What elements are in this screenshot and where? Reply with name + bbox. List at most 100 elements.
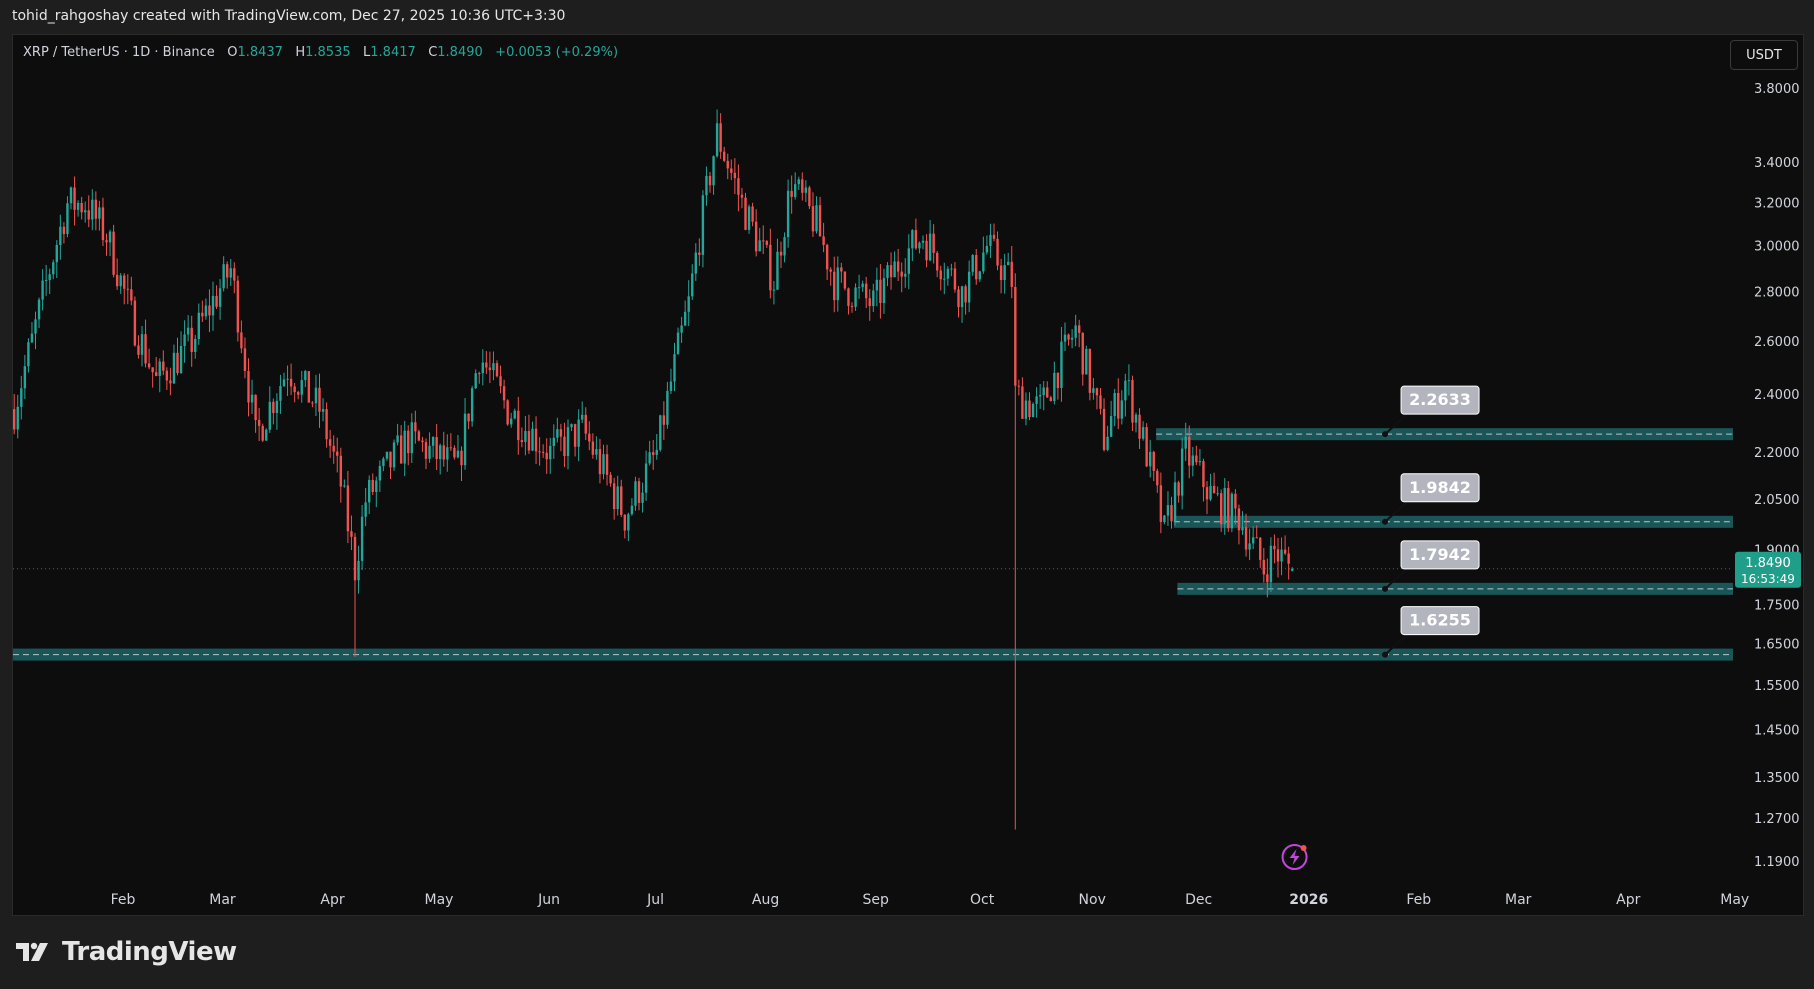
candle-body: [407, 430, 410, 454]
candle-body: [1152, 451, 1155, 471]
candle-body: [155, 372, 158, 376]
candle-body: [840, 267, 843, 272]
candle-body: [1287, 553, 1290, 564]
callout-leader: [1384, 501, 1408, 523]
candle-body: [556, 429, 559, 438]
candle-body: [179, 345, 183, 374]
y-tick-label: 1.7500: [1754, 598, 1800, 613]
candle-body: [765, 241, 768, 245]
candle-body: [1120, 400, 1123, 419]
candle-body: [857, 287, 861, 289]
candle-body: [698, 252, 701, 255]
callout-leader: [1384, 633, 1408, 656]
tradingview-brand[interactable]: TradingView: [14, 936, 237, 968]
candle-body: [495, 363, 499, 377]
x-tick-label: Jun: [537, 892, 560, 908]
candle-body: [616, 486, 619, 510]
candle-body: [1212, 486, 1216, 494]
currency-button[interactable]: USDT: [1730, 40, 1798, 70]
candle-body: [357, 560, 360, 581]
candle-body: [105, 240, 108, 243]
candle-body: [506, 400, 509, 425]
candle-body: [375, 480, 378, 492]
lightning-bolt-icon: [1289, 849, 1300, 865]
chart-panel[interactable]: 3.8000 3.4000 3.2000 3.0000 2.8000 2.6000 2.40…: [12, 34, 1804, 916]
candle-body: [843, 271, 847, 289]
candle-body: [967, 271, 971, 303]
zone-band: [1173, 515, 1733, 528]
candle-body: [1088, 349, 1092, 393]
candle-body: [932, 233, 935, 253]
candle-body: [1010, 261, 1013, 287]
candle-body: [336, 451, 339, 456]
candle-body: [151, 367, 154, 373]
candle-body: [1205, 487, 1209, 500]
candle-body: [424, 442, 428, 459]
candle-body: [1156, 470, 1159, 486]
y-tick-label: 2.4000: [1754, 388, 1800, 403]
zone-price-label-box: [1400, 540, 1480, 570]
candle-body: [1127, 380, 1131, 382]
change-value: +0.0053 (+0.29%): [495, 45, 619, 60]
candle-body: [321, 409, 325, 412]
candle-body: [754, 221, 758, 252]
candle-body: [936, 252, 939, 271]
y-tick-label: 3.4000: [1754, 156, 1800, 171]
candle-body: [541, 451, 545, 453]
candle-body: [893, 261, 896, 278]
candle-body: [201, 312, 204, 317]
candle-body: [939, 270, 942, 280]
candle-body: [243, 348, 247, 372]
candle-body: [222, 264, 225, 289]
candle-body: [428, 445, 431, 459]
candle-body: [417, 431, 421, 441]
candle-body: [20, 388, 23, 407]
candle-body: [1180, 448, 1184, 496]
candle-body: [353, 536, 357, 581]
candle-body: [467, 413, 470, 422]
candle-body: [1266, 574, 1269, 583]
candle-body: [1117, 393, 1120, 419]
candle-body: [627, 514, 630, 531]
zone-band: [1177, 582, 1733, 595]
candle-body: [360, 516, 364, 561]
candle-body: [588, 433, 591, 442]
candle-body: [637, 481, 641, 503]
x-tick-label: Sep: [862, 892, 889, 908]
candle-body: [623, 514, 626, 531]
candle-body: [673, 354, 676, 382]
candle-body: [818, 205, 822, 237]
candle-body: [1283, 549, 1287, 554]
candle-body: [872, 290, 875, 307]
candle-body: [1102, 408, 1106, 450]
candle-body: [48, 274, 51, 280]
price-chart[interactable]: 3.8000 3.4000 3.2000 3.0000 2.8000 2.6000 2.40…: [13, 35, 1803, 915]
candle-body: [364, 502, 367, 517]
candle-body: [186, 327, 190, 335]
high-value: 1.8535: [305, 45, 351, 60]
x-tick-label: Feb: [1406, 892, 1431, 908]
lightning-event-icon: [1281, 844, 1308, 870]
candle-body: [403, 430, 406, 464]
tradingview-logo-icon: [16, 942, 48, 961]
candle-body: [165, 370, 169, 381]
candle-body: [1092, 388, 1095, 393]
candle-body: [769, 244, 772, 291]
candle-body: [158, 361, 161, 376]
candle-body: [126, 288, 129, 290]
candle-body: [904, 273, 907, 277]
candle-body: [1067, 334, 1070, 340]
candle-body: [676, 332, 680, 355]
y-tick-label: 1.4500: [1754, 724, 1800, 739]
x-tick-label: Mar: [209, 892, 236, 908]
candle-body: [1166, 505, 1170, 516]
candle-body: [431, 437, 435, 446]
candle-body: [801, 179, 804, 193]
candle-body: [446, 447, 449, 460]
candle-body: [485, 362, 488, 368]
candle-body: [1085, 349, 1088, 375]
candle-body: [1035, 396, 1038, 404]
candle-body: [98, 207, 101, 219]
candle-body: [825, 244, 829, 270]
candle-body: [794, 184, 797, 197]
